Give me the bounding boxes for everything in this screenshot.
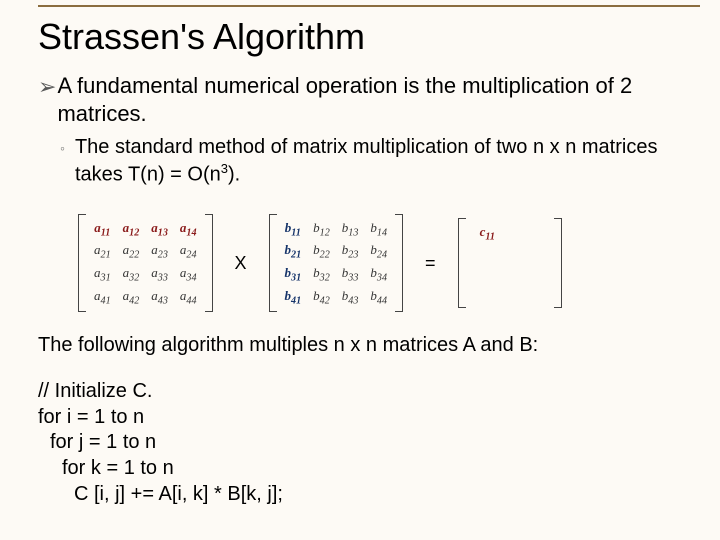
slide-title: Strassen's Algorithm [38, 16, 700, 58]
matrix-cell: b13 [342, 220, 359, 235]
matrix-equation: a11 a12 a13 a14 a21 a22 a23 a24 a31 a32 a33 a34 a41 a… [78, 214, 700, 312]
code-line: for j = 1 to n [50, 430, 700, 456]
matrix-c: c11 [458, 218, 562, 309]
matrix-cell: a42 [123, 288, 140, 303]
matrix-cell: b43 [342, 288, 359, 303]
matrix-cell: a44 [180, 288, 197, 303]
matrix-cell: b33 [342, 265, 359, 280]
matrix-cell: a24 [180, 242, 197, 257]
matrix-cell: a11 [94, 220, 110, 235]
matrix-cell: b42 [313, 288, 330, 303]
matrix-cell: b12 [313, 220, 330, 235]
matrix-cell: a34 [180, 265, 197, 280]
main-bullet: ➢ A fundamental numerical operation is t… [38, 72, 700, 127]
matrix-cell: b11 [285, 220, 301, 235]
title-rule [38, 5, 700, 7]
sub-bullet-text: The standard method of matrix multiplica… [75, 135, 700, 188]
matrix-cell: b44 [370, 288, 387, 303]
code-line: for i = 1 to n [38, 405, 700, 431]
matrix-cell: a22 [123, 242, 140, 257]
matrix-cell: b23 [342, 242, 359, 257]
bullet-text: A fundamental numerical operation is the… [57, 72, 700, 127]
matrix-cell: b22 [313, 242, 330, 257]
matrix-cell: b21 [285, 242, 302, 257]
matrix-cell: a31 [94, 265, 111, 280]
pseudocode: // Initialize C. for i = 1 to n for j = … [38, 379, 700, 507]
matrix-cell: a33 [151, 265, 168, 280]
sub-bullet-part1: The standard method of matrix multiplica… [75, 136, 657, 185]
bullet-glyph: ➢ [38, 73, 56, 101]
matrix-cell: b41 [285, 288, 302, 303]
matrix-a: a11 a12 a13 a14 a21 a22 a23 a24 a31 a32 a33 a34 a41 a… [78, 214, 213, 312]
slide-body: Strassen's Algorithm ➢ A fundamental num… [38, 16, 700, 507]
code-line: // Initialize C. [38, 379, 700, 405]
sub-bullet-exp: 3 [221, 161, 228, 176]
matrix-cell: a21 [94, 242, 111, 257]
matrix-cell: a32 [123, 265, 140, 280]
sub-bullet-part2: ). [228, 163, 240, 185]
matrix-cell: b32 [313, 265, 330, 280]
matrix-cell: a43 [151, 288, 168, 303]
matrix-cell: a23 [151, 242, 168, 257]
matrix-b: b11 b12 b13 b14 b21 b22 b23 b24 b31 b32 b33 b34 b41 b… [269, 214, 404, 312]
matrix-cell: a41 [94, 288, 111, 303]
times-operator: X [235, 253, 247, 274]
following-text: The following algorithm multiples n x n … [38, 334, 700, 357]
code-line: for k = 1 to n [62, 456, 700, 482]
matrix-cell: b31 [285, 265, 302, 280]
matrix-cell: b14 [370, 220, 387, 235]
matrix-cell: a13 [151, 220, 168, 235]
matrix-cell: a12 [123, 220, 140, 235]
matrix-cell: a14 [180, 220, 197, 235]
matrix-cell: b34 [370, 265, 387, 280]
equals-operator: = [425, 253, 436, 274]
matrix-cell: c11 [480, 224, 495, 239]
code-line: C [i, j] += A[i, k] * B[k, j]; [74, 482, 700, 508]
sub-bullet: ◦ The standard method of matrix multipli… [60, 135, 700, 188]
sub-bullet-glyph: ◦ [60, 140, 65, 158]
matrix-cell: b24 [370, 242, 387, 257]
